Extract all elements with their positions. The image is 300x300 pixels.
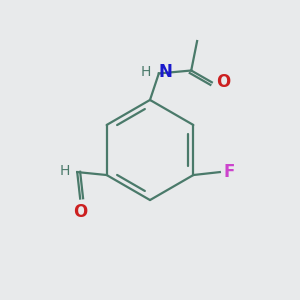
Text: H: H xyxy=(59,164,70,178)
Text: O: O xyxy=(216,73,230,91)
Text: F: F xyxy=(224,163,235,181)
Text: H: H xyxy=(140,65,151,79)
Text: N: N xyxy=(159,63,173,81)
Text: O: O xyxy=(73,203,87,221)
